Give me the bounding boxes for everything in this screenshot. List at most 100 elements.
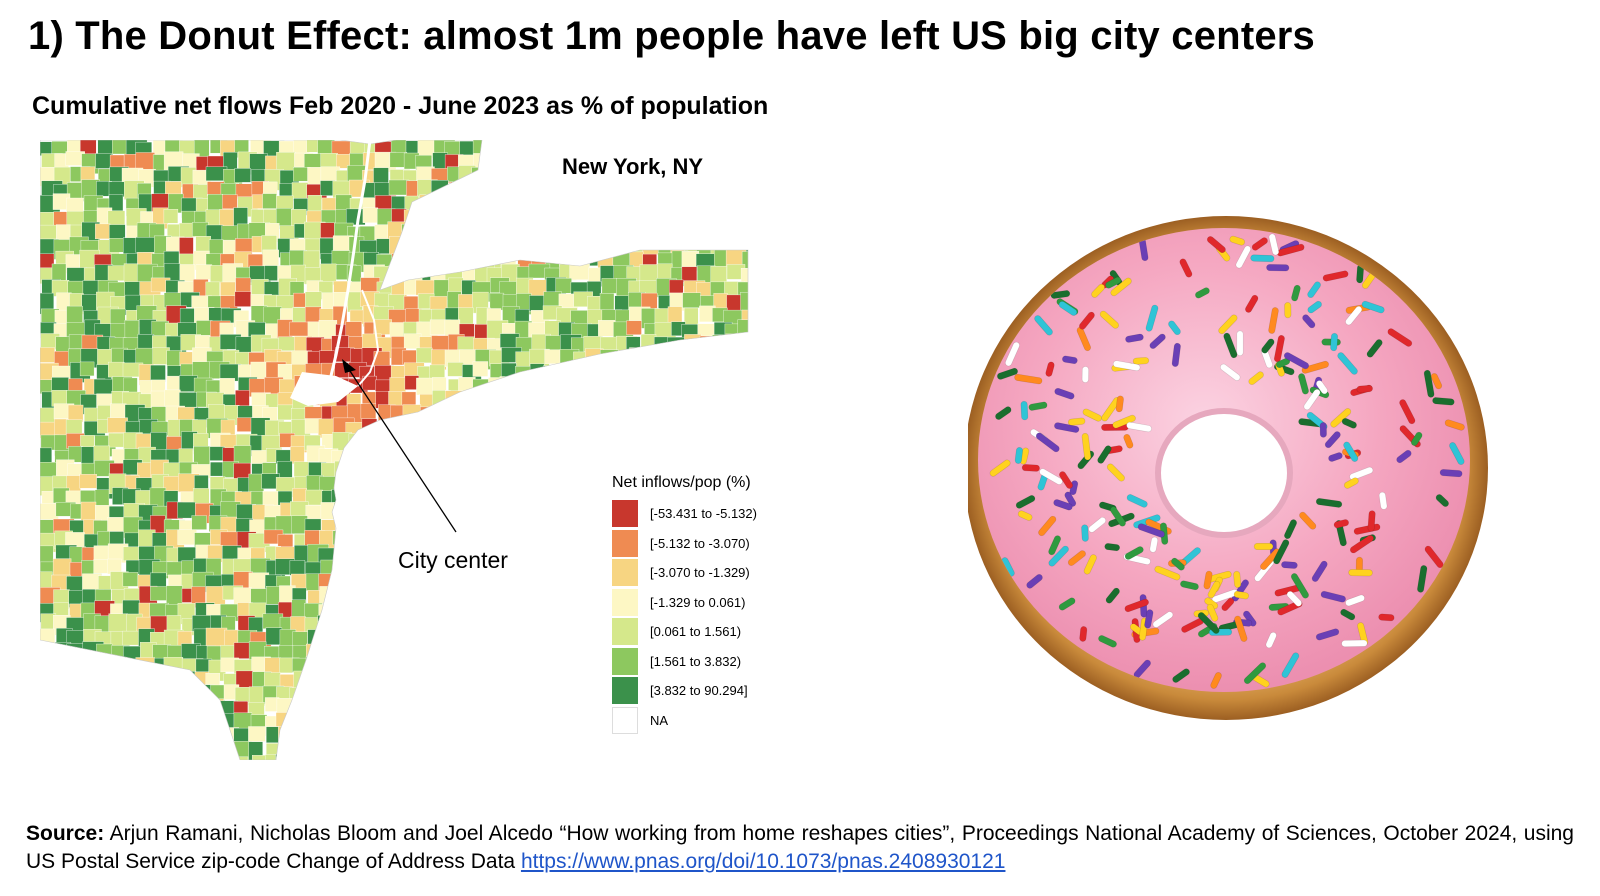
map-region — [402, 349, 417, 365]
map-region — [739, 165, 748, 183]
map-region — [626, 392, 641, 413]
sprinkle — [1001, 557, 1015, 577]
map-region — [628, 208, 648, 230]
map-region — [614, 140, 636, 156]
map-region — [80, 501, 97, 523]
sprinkle — [1144, 609, 1154, 629]
sprinkle — [1091, 283, 1105, 298]
sprinkle — [1059, 471, 1073, 489]
map-region — [699, 210, 721, 231]
map-region — [569, 641, 585, 659]
map-region — [668, 757, 687, 760]
map-region — [545, 615, 564, 636]
map-region — [614, 417, 633, 437]
map-region — [671, 419, 686, 434]
sprinkle — [1449, 442, 1465, 465]
sprinkle — [1098, 635, 1117, 648]
sprinkle — [1064, 491, 1077, 507]
map-region — [349, 518, 364, 539]
map-region — [485, 225, 505, 243]
map-region — [516, 156, 536, 176]
map-region — [613, 209, 633, 227]
map-region — [501, 756, 520, 760]
map-region — [348, 686, 367, 704]
map-region — [696, 365, 716, 386]
map-region — [334, 460, 353, 480]
map-region — [713, 209, 730, 228]
map-region — [515, 140, 533, 156]
sprinkle — [1138, 237, 1149, 262]
map-region — [265, 627, 283, 645]
map-region — [723, 155, 745, 173]
map-region — [446, 616, 465, 632]
map-region — [669, 211, 686, 231]
map-region — [601, 278, 618, 294]
map-region — [489, 616, 509, 631]
map-region — [443, 432, 464, 451]
source-link[interactable]: https://www.pnas.org/doi/10.1073/pnas.24… — [520, 850, 1006, 873]
map-region — [559, 645, 580, 665]
map-region — [445, 208, 467, 224]
legend-item: [-1.329 to 0.061) — [612, 588, 757, 618]
map-region — [541, 435, 561, 458]
map-region — [433, 224, 450, 242]
map-region — [667, 336, 688, 358]
map-region — [543, 712, 560, 731]
map-region — [557, 432, 578, 454]
map-region — [601, 740, 620, 757]
map-region — [641, 363, 656, 385]
map-region — [418, 683, 440, 704]
map-region — [292, 701, 312, 723]
map-region — [487, 753, 509, 760]
map-region — [362, 686, 381, 707]
map-region — [447, 237, 466, 253]
sprinkle — [1082, 408, 1102, 422]
map-region — [489, 473, 506, 494]
map-region — [472, 361, 489, 377]
map-region — [430, 574, 450, 593]
map-region — [51, 739, 68, 757]
map-region — [530, 378, 546, 394]
map-region — [461, 714, 479, 735]
sprinkle — [1423, 369, 1435, 398]
map-region — [559, 181, 576, 199]
map-region — [68, 729, 87, 748]
map-region — [472, 436, 490, 455]
map-region — [629, 347, 647, 363]
map-region — [348, 433, 367, 452]
map-region — [474, 207, 493, 228]
map-region — [531, 418, 547, 436]
map-region — [598, 196, 615, 216]
map-region — [40, 684, 55, 702]
map-region — [137, 334, 155, 351]
map-region — [585, 179, 601, 201]
map-region — [570, 557, 587, 577]
sprinkle — [1301, 360, 1329, 374]
map-region — [431, 462, 449, 482]
map-region — [419, 758, 441, 760]
map-region — [265, 754, 283, 760]
map-region — [627, 362, 648, 377]
map-region — [485, 589, 502, 608]
map-region — [376, 572, 395, 591]
sprinkle — [1110, 277, 1132, 297]
map-region — [612, 408, 634, 425]
map-region — [556, 712, 571, 731]
map-region — [472, 378, 491, 400]
map-region — [434, 658, 454, 674]
map-region — [94, 489, 110, 507]
sprinkle — [1015, 495, 1036, 509]
map-region — [401, 729, 420, 745]
map-region — [373, 492, 394, 507]
map-region — [518, 520, 536, 542]
map-region — [304, 715, 319, 732]
map-location-label: New York, NY — [562, 154, 704, 179]
map-region — [727, 168, 745, 184]
map-region — [445, 464, 462, 480]
map-region — [459, 140, 474, 157]
map-region — [514, 644, 536, 662]
map-region — [685, 434, 707, 457]
map-region — [528, 753, 545, 760]
map-region — [388, 419, 409, 440]
map-region — [443, 642, 464, 661]
